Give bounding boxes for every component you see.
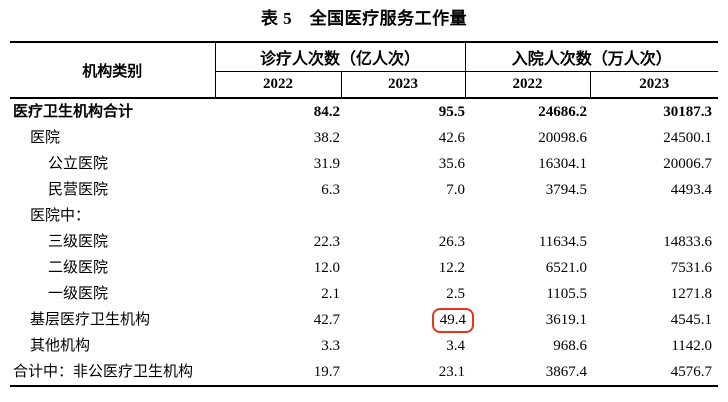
row-label: 合计中：非公医疗卫生机构 (13, 364, 194, 381)
row-label: 基层医疗卫生机构 (30, 312, 151, 329)
value-cell: 14833.6 (663, 234, 713, 250)
table-row: 医院中： (10, 203, 718, 229)
value-cell: 12.2 (438, 260, 466, 276)
row-label: 医疗卫生机构合计 (13, 104, 134, 120)
header-group-outpatient-visits: 诊疗人次数（亿人次） (215, 42, 466, 72)
value-cell: 49.4 (341, 307, 475, 334)
value-cell: 20098.6 (538, 130, 588, 146)
value-cell (465, 203, 590, 229)
value-cell: 3619.1 (545, 312, 588, 329)
value-cell: 12.0 (313, 260, 340, 276)
value-cell: 1142.0 (671, 338, 713, 355)
value-cell: 7.0 (446, 182, 466, 198)
value-cell (215, 203, 341, 229)
value-cell: 42.7 (313, 312, 340, 329)
table-row: 一级医院 2.1 2.5 1105.5 1271.8 (10, 281, 718, 307)
value-cell: 3867.4 (545, 364, 588, 381)
value-cell: 968.6 (553, 338, 588, 355)
value-cell: 2.1 (321, 286, 340, 302)
table-title: 表 5 全国医疗服务工作量 (260, 9, 468, 28)
table-row: 合计中：非公医疗卫生机构 19.7 23.1 3867.4 4576.7 (10, 359, 718, 386)
header-year-admission-2022: 2022 (464, 71, 591, 99)
value-cell (341, 203, 465, 229)
value-cell (590, 203, 718, 229)
table-row: 二级医院 12.0 12.2 6521.0 7531.6 (10, 255, 718, 281)
row-label: 一级医院 (48, 286, 109, 302)
value-cell: 95.5 (438, 104, 466, 120)
value-cell: 3.4 (446, 338, 466, 355)
header-year-outpatient-2022: 2022 (215, 71, 341, 99)
value-cell: 20006.7 (663, 156, 713, 172)
value-cell: 24500.1 (663, 130, 713, 146)
value-cell: 1105.5 (546, 286, 588, 302)
row-label: 二级医院 (48, 260, 109, 276)
value-cell: 38.2 (313, 130, 340, 146)
row-label: 民营医院 (48, 182, 109, 198)
value-cell: 6.3 (321, 182, 340, 198)
header-group-admissions: 入院人次数（万人次） (465, 42, 719, 72)
value-cell: 30187.3 (663, 104, 713, 120)
value-cell: 22.3 (313, 234, 340, 250)
row-label: 医院中： (30, 208, 91, 224)
value-cell: 4545.1 (670, 312, 713, 329)
value-cell: 2.5 (446, 286, 466, 302)
value-cell: 31.9 (313, 156, 340, 172)
value-cell: 84.2 (313, 104, 340, 120)
red-highlight-box: 49.4 (431, 308, 475, 334)
row-label: 医院 (30, 130, 61, 146)
value-cell: 24686.2 (538, 104, 588, 120)
row-label: 公立医院 (48, 156, 109, 172)
value-cell: 3.3 (321, 338, 340, 355)
table-row: 基层医疗卫生机构 42.7 49.4 3619.1 4545.1 (10, 307, 718, 334)
row-label: 三级医院 (48, 234, 109, 250)
table-header: 机构类别 诊疗人次数（亿人次） 入院人次数（万人次） 2022 2023 202… (10, 42, 719, 99)
header-year-outpatient-2023: 2023 (340, 71, 466, 99)
table-row: 民营医院 6.3 7.0 3794.5 4493.4 (10, 177, 718, 203)
value-cell: 26.3 (438, 234, 466, 250)
row-label: 其他机构 (30, 338, 91, 355)
value-cell: 16304.1 (538, 156, 588, 172)
table-row: 医院 38.2 42.6 20098.6 24500.1 (10, 125, 718, 151)
value-cell: 3794.5 (545, 182, 588, 198)
value-cell: 23.1 (438, 364, 466, 381)
table-body: 医疗卫生机构合计 84.2 95.5 24686.2 30187.3 医院 38… (10, 98, 718, 386)
table-row: 三级医院 22.3 26.3 11634.5 14833.6 (10, 229, 718, 255)
header-year-admission-2023: 2023 (589, 71, 719, 99)
table-row: 医疗卫生机构合计 84.2 95.5 24686.2 30187.3 (10, 98, 718, 125)
table-row: 公立医院 31.9 35.6 16304.1 20006.7 (10, 151, 718, 177)
value-cell: 42.6 (438, 130, 466, 146)
value-cell: 1271.8 (670, 286, 713, 302)
value-cell: 11634.5 (538, 234, 588, 250)
value-cell: 6521.0 (545, 260, 588, 276)
header-institution-category: 机构类别 (10, 42, 216, 99)
value-cell: 4493.4 (670, 182, 713, 198)
value-cell: 4576.7 (670, 364, 713, 381)
value-cell: 7531.6 (670, 260, 713, 276)
value-cell: 35.6 (438, 156, 466, 172)
table-row: 其他机构 3.3 3.4 968.6 1142.0 (10, 333, 718, 359)
national-medical-service-table: 机构类别 诊疗人次数（亿人次） 入院人次数（万人次） 2022 2023 202… (10, 41, 719, 388)
value-cell: 19.7 (313, 364, 340, 381)
